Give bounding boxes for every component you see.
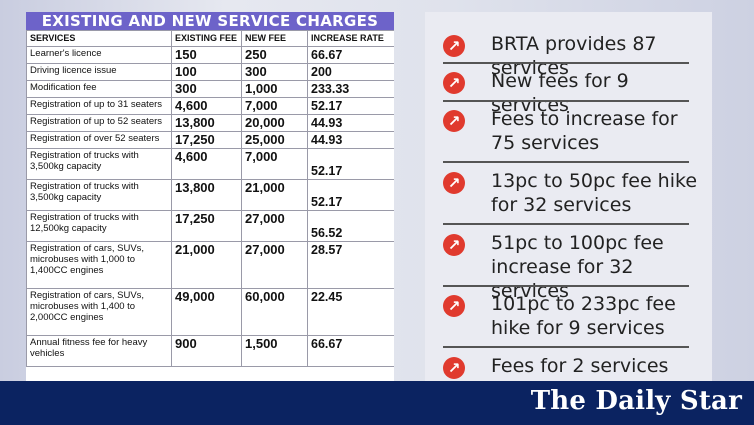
new-fee-cell: 20,000 bbox=[241, 114, 308, 132]
service-cell: Registration of trucks with 12,500kg cap… bbox=[26, 210, 172, 242]
increase-rate-cell: 66.67 bbox=[307, 46, 394, 64]
arrow-circle-icon: ↗ bbox=[443, 35, 465, 57]
new-fee-cell: 250 bbox=[241, 46, 308, 64]
service-cell: Learner's licence bbox=[26, 46, 172, 64]
fact-text: Fees to increase for 75 services bbox=[491, 108, 678, 154]
existing-fee-cell: 900 bbox=[171, 335, 242, 367]
table-row: Learner's licence 150 250 66.67 bbox=[26, 46, 394, 64]
arrow-circle-icon: ↗ bbox=[443, 234, 465, 256]
new-fee-cell: 7,000 bbox=[241, 148, 308, 180]
table-row: Annual fitness fee for heavy vehicles 90… bbox=[26, 335, 394, 367]
service-cell: Registration of trucks with 3,500kg capa… bbox=[26, 148, 172, 180]
divider bbox=[443, 285, 689, 287]
table-row: Registration of up to 31 seaters 4,600 7… bbox=[26, 97, 394, 115]
fact-item: ↗ Fees to increase for 75 services bbox=[443, 107, 705, 155]
table-row: Registration of cars, SUVs, microbuses w… bbox=[26, 288, 394, 336]
divider bbox=[443, 161, 689, 163]
service-cell: Registration of cars, SUVs, microbuses w… bbox=[26, 241, 172, 289]
increase-rate-cell: 56.52 bbox=[307, 210, 394, 242]
header-services: SERVICES bbox=[26, 30, 172, 47]
header-existing-fee: EXISTING FEE bbox=[171, 30, 242, 47]
existing-fee-cell: 150 bbox=[171, 46, 242, 64]
fact-text: 101pc to 233pc fee hike for 9 services bbox=[491, 293, 676, 339]
increase-rate-cell: 28.57 bbox=[307, 241, 394, 289]
new-fee-cell: 21,000 bbox=[241, 179, 308, 211]
fact-text: Fees for 2 services now bbox=[491, 355, 669, 382]
divider bbox=[443, 223, 689, 225]
service-cell: Driving licence issue bbox=[26, 63, 172, 81]
facts-panel: ↗ BRTA provides 87 services ↗ New fees f… bbox=[425, 12, 712, 382]
existing-fee-cell: 4,600 bbox=[171, 97, 242, 115]
new-fee-cell: 300 bbox=[241, 63, 308, 81]
daily-star-logo: The Daily Star bbox=[530, 386, 742, 416]
existing-fee-cell: 100 bbox=[171, 63, 242, 81]
fact-text: 51pc to 100pc fee increase for 32 servic… bbox=[491, 232, 664, 302]
new-fee-cell: 1,500 bbox=[241, 335, 308, 367]
table-row: Registration of cars, SUVs, microbuses w… bbox=[26, 241, 394, 289]
increase-rate-cell: 233.33 bbox=[307, 80, 394, 98]
divider bbox=[443, 346, 689, 348]
table-row: Registration of up to 52 seaters 13,800 … bbox=[26, 114, 394, 132]
arrow-circle-icon: ↗ bbox=[443, 295, 465, 317]
footer-bar: The Daily Star bbox=[0, 381, 754, 425]
fact-text: New fees for 9 services bbox=[491, 70, 629, 116]
service-cell: Modification fee bbox=[26, 80, 172, 98]
fact-text: 13pc to 50pc fee hike for 32 services bbox=[491, 170, 698, 216]
divider bbox=[443, 62, 689, 64]
arrow-circle-icon: ↗ bbox=[443, 110, 465, 132]
existing-fee-cell: 17,250 bbox=[171, 131, 242, 149]
service-cell: Registration of cars, SUVs, microbuses w… bbox=[26, 288, 172, 336]
fact-item: ↗ Fees for 2 services now bbox=[443, 354, 705, 382]
existing-fee-cell: 13,800 bbox=[171, 179, 242, 211]
table-row: Registration of trucks with 12,500kg cap… bbox=[26, 210, 394, 242]
header-new-fee: NEW FEE bbox=[241, 30, 308, 47]
increase-rate-cell: 22.45 bbox=[307, 288, 394, 336]
existing-fee-cell: 49,000 bbox=[171, 288, 242, 336]
increase-rate-cell: 52.17 bbox=[307, 148, 394, 180]
new-fee-cell: 1,000 bbox=[241, 80, 308, 98]
table-row: Registration of trucks with 3,500kg capa… bbox=[26, 179, 394, 211]
increase-rate-cell: 66.67 bbox=[307, 335, 394, 367]
new-fee-cell: 60,000 bbox=[241, 288, 308, 336]
arrow-circle-icon: ↗ bbox=[443, 72, 465, 94]
existing-fee-cell: 300 bbox=[171, 80, 242, 98]
increase-rate-cell: 52.17 bbox=[307, 179, 394, 211]
arrow-circle-icon: ↗ bbox=[443, 172, 465, 194]
fact-item: ↗ 13pc to 50pc fee hike for 32 services bbox=[443, 169, 705, 217]
table-row: Modification fee 300 1,000 233.33 bbox=[26, 80, 394, 98]
table-header-row: SERVICES EXISTING FEE NEW FEE INCREASE R… bbox=[26, 30, 394, 47]
service-cell: Registration of over 52 seaters bbox=[26, 131, 172, 149]
service-cell: Registration of up to 31 seaters bbox=[26, 97, 172, 115]
increase-rate-cell: 200 bbox=[307, 63, 394, 81]
table-row: Registration of trucks with 3,500kg capa… bbox=[26, 148, 394, 180]
new-fee-cell: 7,000 bbox=[241, 97, 308, 115]
service-charges-table-panel: EXISTING AND NEW SERVICE CHARGES SERVICE… bbox=[26, 12, 394, 382]
existing-fee-cell: 17,250 bbox=[171, 210, 242, 242]
new-fee-cell: 25,000 bbox=[241, 131, 308, 149]
divider bbox=[443, 100, 689, 102]
fact-item: ↗ 101pc to 233pc fee hike for 9 services bbox=[443, 292, 705, 340]
increase-rate-cell: 44.93 bbox=[307, 114, 394, 132]
existing-fee-cell: 13,800 bbox=[171, 114, 242, 132]
service-charges-table: SERVICES EXISTING FEE NEW FEE INCREASE R… bbox=[26, 30, 394, 367]
fact-item: ↗ New fees for 9 services bbox=[443, 69, 705, 117]
existing-fee-cell: 4,600 bbox=[171, 148, 242, 180]
increase-rate-cell: 44.93 bbox=[307, 131, 394, 149]
fact-item: ↗ 51pc to 100pc fee increase for 32 serv… bbox=[443, 231, 705, 303]
service-cell: Registration of trucks with 3,500kg capa… bbox=[26, 179, 172, 211]
new-fee-cell: 27,000 bbox=[241, 241, 308, 289]
existing-fee-cell: 21,000 bbox=[171, 241, 242, 289]
new-fee-cell: 27,000 bbox=[241, 210, 308, 242]
service-cell: Registration of up to 52 seaters bbox=[26, 114, 172, 132]
table-title: EXISTING AND NEW SERVICE CHARGES bbox=[26, 12, 394, 30]
arrow-circle-icon: ↗ bbox=[443, 357, 465, 379]
table-row: Registration of over 52 seaters 17,250 2… bbox=[26, 131, 394, 149]
header-increase-rate: INCREASE RATE bbox=[307, 30, 394, 47]
increase-rate-cell: 52.17 bbox=[307, 97, 394, 115]
table-row: Driving licence issue 100 300 200 bbox=[26, 63, 394, 81]
service-cell: Annual fitness fee for heavy vehicles bbox=[26, 335, 172, 367]
